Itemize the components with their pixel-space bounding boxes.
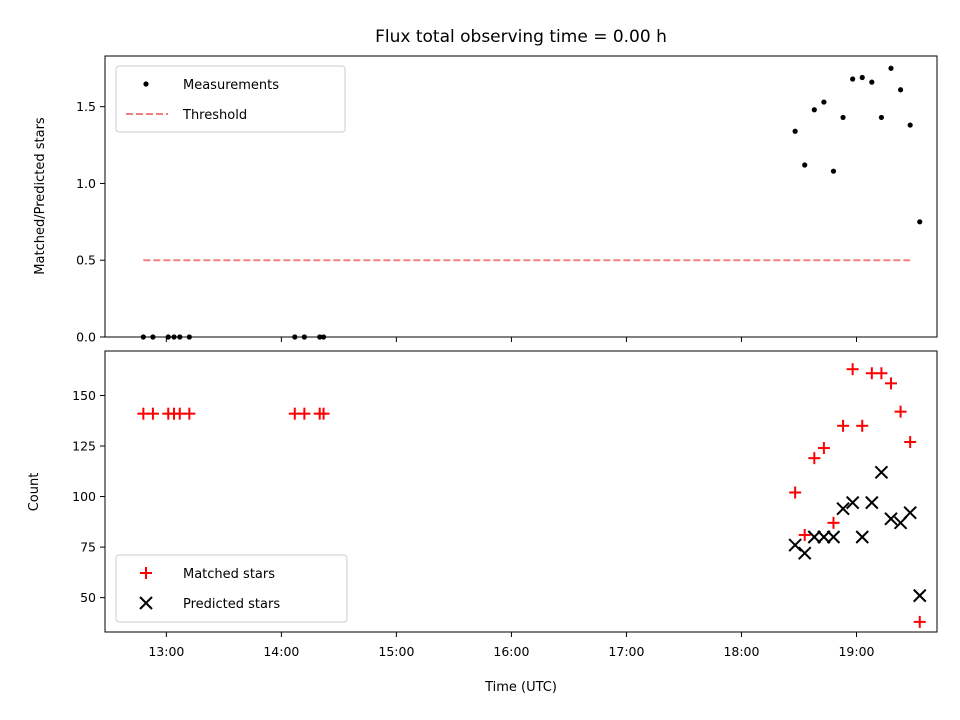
- measurement-point: [917, 219, 923, 225]
- measurement-point: [869, 79, 875, 85]
- top-y-tick-label: 0.0: [76, 330, 96, 345]
- x-tick-label: 15:00: [378, 644, 414, 659]
- bottom-y-axis-label: Count: [27, 473, 42, 512]
- matched-star-point: [856, 419, 869, 432]
- bottom-legend-box: [115, 554, 348, 623]
- predicted-star-point: [855, 530, 869, 544]
- predicted-star-point: [807, 530, 822, 544]
- predicted-star-point: [884, 512, 898, 526]
- bottom-axes: 50 75 100 125 150 13:00 14:00 15:00 16:00 17:00 18…: [27, 350, 938, 695]
- matched-star-point: [808, 452, 821, 465]
- legend-matched-marker: [140, 567, 152, 579]
- matched-star-point: [894, 405, 907, 418]
- legend-predicted-label: Predicted stars: [183, 597, 280, 612]
- predicted-star-point: [826, 530, 841, 544]
- x-tick-label: 18:00: [723, 644, 759, 659]
- measurement-point: [878, 114, 885, 121]
- legend-threshold-label: Threshold: [182, 108, 247, 123]
- matched-star-point: [317, 407, 330, 420]
- matched-star-point: [884, 377, 897, 390]
- bottom-y-tick-label: 100: [72, 489, 96, 504]
- matched-star-point: [298, 407, 311, 420]
- bottom-axes-ticks: 50 75 100 125 150 13:00 14:00 15:00 16:00 17:00 18…: [72, 388, 874, 659]
- legend-measurements-marker: [143, 81, 149, 87]
- top-y-axis-label: Matched/Predicted stars: [33, 117, 48, 275]
- predicted-star-point: [913, 588, 927, 603]
- matched-star-point: [146, 407, 159, 420]
- bottom-y-tick-label: 150: [72, 388, 96, 403]
- top-y-tick-label: 1.0: [76, 176, 96, 191]
- measurement-point: [811, 107, 817, 113]
- bottom-y-tick-label: 75: [80, 540, 96, 555]
- top-legend: Measurements Threshold: [115, 65, 346, 133]
- measurement-point: [897, 87, 904, 93]
- x-tick-label: 16:00: [493, 644, 529, 659]
- measurement-point: [840, 114, 846, 121]
- x-tick-label: 17:00: [608, 644, 644, 659]
- x-tick-label: 19:00: [838, 644, 874, 659]
- legend-predicted-marker: [139, 596, 153, 610]
- top-axes-ticks: 0.0 0.5 1.0 1.5: [76, 99, 857, 345]
- predicted-star-point: [788, 538, 802, 552]
- matched-star-point: [798, 528, 811, 541]
- measurement-point: [850, 76, 856, 82]
- matched-star-point: [913, 615, 926, 628]
- top-axes-frame: [104, 55, 938, 338]
- bottom-legend: Matched stars Predicted stars: [115, 554, 348, 623]
- matched-star-point: [904, 435, 917, 448]
- predicted-star-point: [798, 546, 812, 560]
- measurement-point: [907, 122, 913, 128]
- top-y-tick-label: 0.5: [76, 253, 96, 268]
- matched-star-point: [817, 442, 830, 455]
- bottom-y-tick-label: 125: [72, 439, 96, 454]
- x-tick-label: 13:00: [148, 644, 184, 659]
- bottom-y-tick-label: 50: [80, 590, 96, 605]
- legend-measurements-label: Measurements: [183, 78, 279, 93]
- top-legend-box: [115, 65, 346, 133]
- measurement-point: [802, 162, 808, 168]
- measurement-point: [859, 74, 865, 81]
- matched-star-point: [789, 486, 802, 499]
- measurement-point: [821, 99, 827, 105]
- measurement-point: [830, 168, 837, 174]
- measurement-point: [888, 65, 894, 71]
- measurement-point: [792, 128, 798, 134]
- matched-star-point: [183, 407, 196, 420]
- bottom-plot-area: [137, 363, 927, 628]
- top-y-tick-label: 1.5: [76, 99, 96, 114]
- predicted-star-point: [817, 530, 831, 544]
- predicted-star-point: [865, 495, 879, 510]
- legend-matched-label: Matched stars: [183, 567, 275, 582]
- matched-star-point: [846, 363, 859, 376]
- matched-star-point: [875, 367, 888, 380]
- predicted-star-point: [903, 506, 917, 520]
- predicted-star-point: [845, 495, 860, 510]
- top-axes: 0.0 0.5 1.0 1.5 Matched/Predicted stars Mea…: [33, 55, 938, 345]
- chart-title: Flux total observing time = 0.00 h: [375, 27, 667, 47]
- matched-star-point: [837, 419, 850, 432]
- predicted-star-point: [836, 501, 850, 516]
- matched-star-point: [827, 516, 840, 529]
- x-tick-label: 14:00: [263, 644, 299, 659]
- predicted-star-point: [874, 465, 889, 480]
- x-axis-label: Time (UTC): [484, 680, 557, 695]
- bottom-axes-frame: [104, 350, 938, 633]
